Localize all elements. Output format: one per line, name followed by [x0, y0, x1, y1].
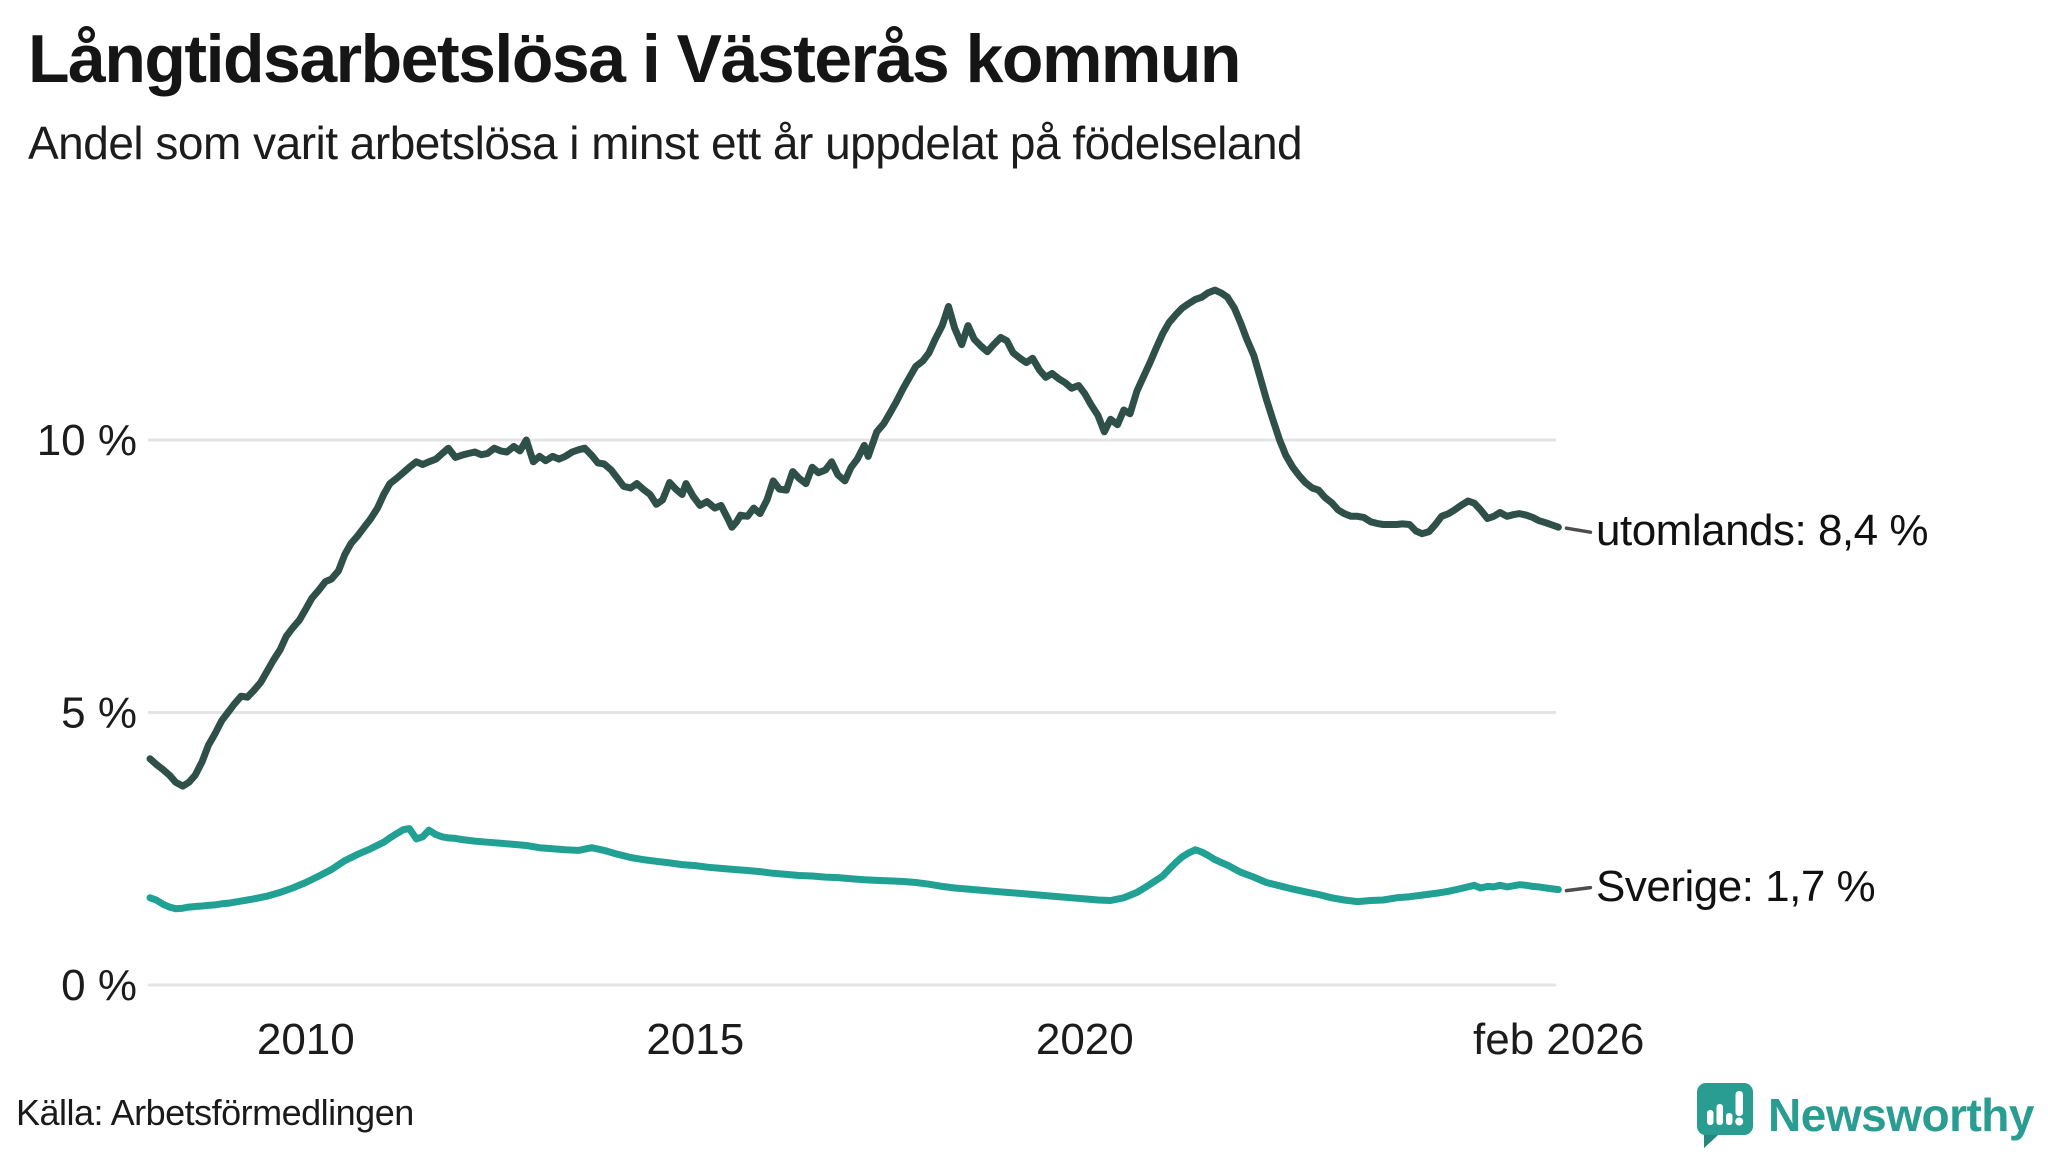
page-title: Långtidsarbetslösa i Västerås kommun — [28, 21, 1241, 97]
source-note: Källa: Arbetsförmedlingen — [16, 1092, 414, 1133]
x-axis-tick-2015: 2015 — [646, 1015, 744, 1064]
y-axis-tick-0: 0 % — [61, 961, 137, 1010]
speech-bubble-tail — [1704, 1135, 1719, 1148]
exclamation-bar — [1735, 1091, 1744, 1116]
label-connector-utomlands — [1564, 526, 1593, 534]
series-line-utomlands — [146, 286, 1562, 790]
x-axis-tick-2010: 2010 — [257, 1015, 355, 1064]
label-connector-Sverige — [1564, 885, 1593, 893]
bar-chart-glyph — [1707, 1091, 1744, 1126]
newsworthy-logo: Newsworthy — [1696, 1082, 2034, 1148]
y-axis-tick-10: 10 % — [37, 416, 137, 465]
series-label-utomlands: utomlands: 8,4 % — [1596, 506, 1928, 556]
newsworthy-logo-text: Newsworthy — [1768, 1089, 2034, 1141]
page-subtitle: Andel som varit arbetslösa i minst ett å… — [28, 117, 1303, 169]
newsworthy-logo-icon — [1697, 1083, 1754, 1148]
series-line-Sverige — [146, 825, 1562, 913]
x-axis-tick-feb-2026: feb 2026 — [1473, 1015, 1644, 1064]
exclamation-dot — [1735, 1117, 1744, 1126]
x-axis-tick-2020: 2020 — [1036, 1015, 1134, 1064]
y-axis-tick-5: 5 % — [61, 689, 137, 738]
series-label-sverige: Sverige: 1,7 % — [1596, 861, 1876, 911]
